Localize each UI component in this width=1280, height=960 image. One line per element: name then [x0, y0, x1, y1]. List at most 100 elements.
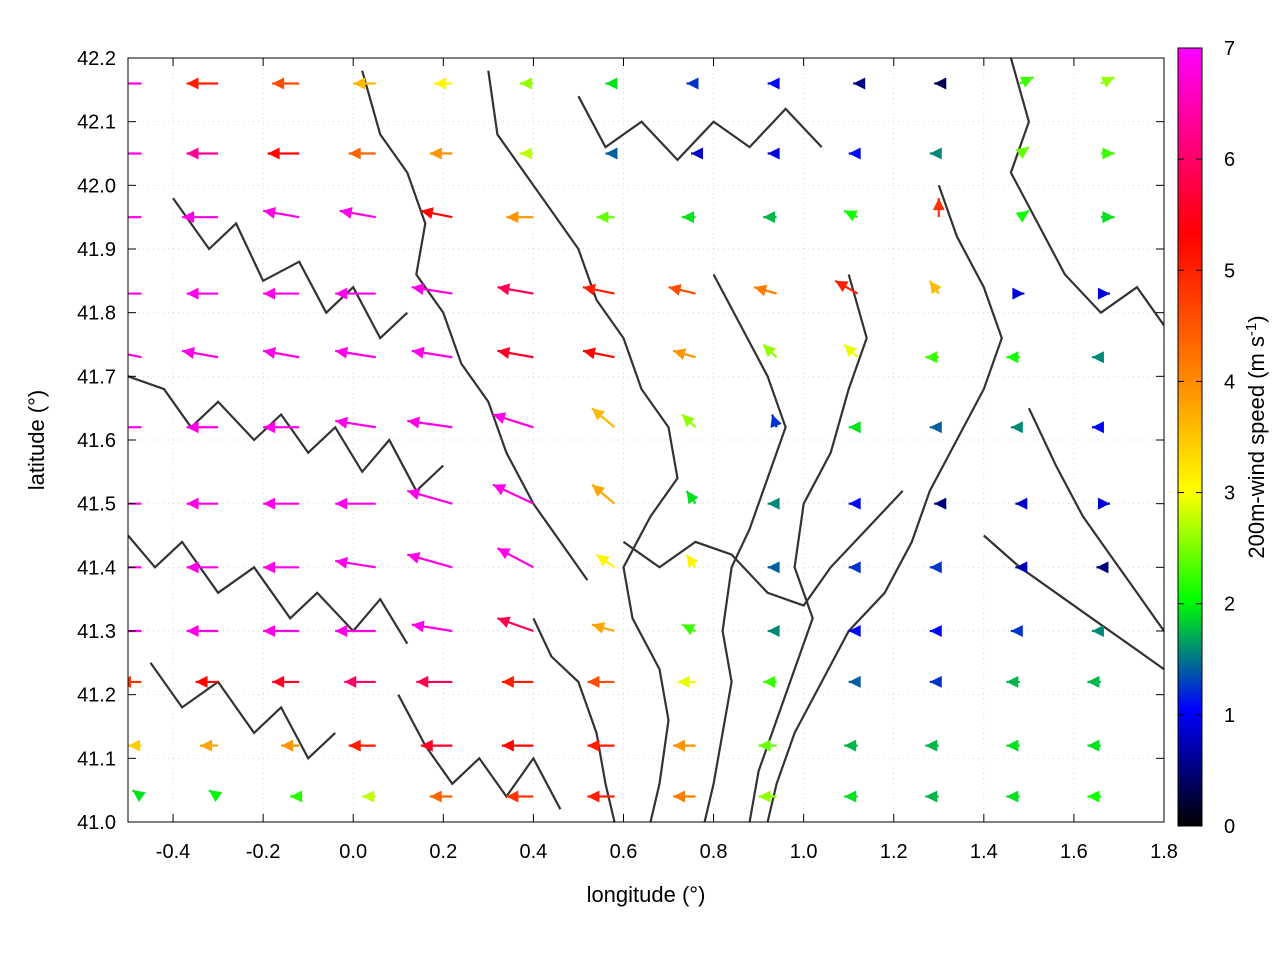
y-tick-label: 41.7: [77, 366, 116, 388]
wind-vector-head: [114, 77, 126, 89]
colorbar: [1177, 47, 1203, 827]
wind-vector-head: [934, 497, 947, 510]
wind-vector-head: [848, 675, 861, 688]
wind-vector-head: [501, 739, 514, 752]
y-tick-label: 41.9: [77, 239, 116, 261]
wind-vector-head: [128, 675, 131, 688]
contour-line: [149, 662, 336, 761]
wind-vector-head: [1015, 497, 1028, 510]
wind-vector-head: [362, 790, 375, 803]
wind-vector-head: [1019, 76, 1034, 88]
colorbar-tick-label: 3: [1224, 483, 1235, 505]
y-tick-label: 41.6: [77, 430, 116, 452]
wind-vector-head: [128, 739, 140, 752]
colorbar-ticks: 0 1 2 3 4 5 6 7: [1178, 38, 1235, 838]
wind-vector-head: [429, 147, 442, 160]
wind-vector-head: [673, 348, 687, 360]
wind-vector-head: [420, 739, 433, 752]
x-tick-label: 1.2: [880, 841, 908, 863]
colorbar-tick-label: 1: [1224, 705, 1235, 727]
wind-vector-head: [848, 625, 861, 637]
wind-vector-head: [1091, 625, 1104, 637]
wind-vector-head: [1097, 287, 1110, 300]
wind-vector-head: [416, 675, 429, 688]
wind-vector-head: [335, 556, 348, 569]
wind-vector-head: [835, 280, 849, 292]
terrain-contours: [128, 58, 1164, 822]
wind-vector-head: [344, 675, 357, 688]
colorbar-label-end: ): [1244, 315, 1269, 322]
wind-vector-head: [429, 790, 442, 803]
wind-vector-head: [519, 77, 532, 90]
wind-vector-head: [848, 561, 861, 574]
wind-vector-head: [497, 347, 511, 359]
wind-vector-head: [263, 421, 276, 434]
x-tick-label: 1.6: [1060, 841, 1088, 863]
wind-vector-head: [770, 414, 782, 428]
wind-vector-head: [1096, 561, 1109, 574]
wind-vector-head: [758, 790, 771, 803]
colorbar-tick-label: 4: [1224, 371, 1235, 393]
colorbar-label-sup: -1: [1243, 323, 1260, 336]
wind-vector-head: [263, 287, 276, 300]
wind-vector-head: [186, 77, 199, 90]
wind-vector-head: [605, 77, 618, 90]
wind-vector-head: [114, 498, 126, 510]
wind-vector-head: [754, 284, 768, 297]
wind-vector-head: [348, 147, 361, 160]
wind-vector-head: [582, 347, 596, 360]
wind-vector-head: [677, 675, 690, 688]
wind-vector-head: [339, 206, 353, 219]
wind-vector-head: [1091, 351, 1104, 364]
wind-vector-head: [1091, 421, 1104, 434]
wind-vector-head: [132, 790, 146, 802]
wind-vector-head: [263, 561, 276, 574]
wind-vector-head: [668, 284, 682, 296]
wind-vector-head: [591, 408, 605, 421]
wind-vector-head: [925, 739, 938, 752]
wind-vector-head: [263, 206, 276, 219]
x-axis-label: longitude (°): [587, 882, 706, 907]
wind-vector-head: [1101, 76, 1115, 88]
wind-vector-head: [110, 211, 122, 223]
wind-vector-head: [691, 147, 704, 160]
wind-vector-head: [407, 552, 421, 564]
wind-vector-head: [497, 616, 511, 628]
x-tick-label: 1.4: [970, 841, 998, 863]
wind-vector-head: [114, 625, 126, 637]
colorbar-label: 200m-wind speed (m s-1): [1243, 315, 1269, 558]
wind-vector-head: [1006, 351, 1019, 364]
wind-vector-head: [1087, 790, 1100, 803]
wind-vector-head: [335, 346, 348, 359]
contour-line: [128, 375, 445, 493]
wind-vector-head: [591, 484, 605, 497]
contour-line: [1027, 407, 1164, 632]
wind-vector-head: [506, 790, 519, 803]
wind-vector-head: [434, 77, 447, 90]
wind-vector-head: [348, 739, 361, 752]
y-tick-label: 41.1: [77, 748, 116, 770]
contour-line: [1009, 58, 1164, 327]
wind-vector-head: [929, 280, 942, 295]
wind-vector-head: [925, 351, 938, 364]
wind-vector-head: [767, 561, 780, 574]
wind-vector-head: [110, 347, 123, 359]
wind-vector-head: [1087, 675, 1100, 688]
wind-vector-head: [263, 497, 276, 510]
wind-vector-head: [1015, 147, 1029, 159]
wind-vector-head: [925, 790, 938, 803]
grid: [128, 57, 1165, 823]
wind-vector-head: [263, 625, 276, 637]
x-axis-ticks: -0.4 -0.2 0.0 0.2 0.4 0.6 0.8 1.0 1.2 1.4 1.6 1.8: [156, 58, 1178, 863]
wind-vector-head: [929, 147, 942, 160]
wind-vector-head: [934, 77, 947, 90]
wind-vector-head: [763, 344, 776, 358]
wind-vector-head: [290, 790, 303, 803]
wind-vector-head: [114, 288, 126, 300]
contour-line: [128, 534, 409, 645]
y-tick-label: 42.1: [77, 112, 116, 134]
wind-vector-head: [596, 554, 610, 567]
wind-vector-head: [335, 625, 348, 637]
wind-vector-head: [673, 739, 686, 752]
